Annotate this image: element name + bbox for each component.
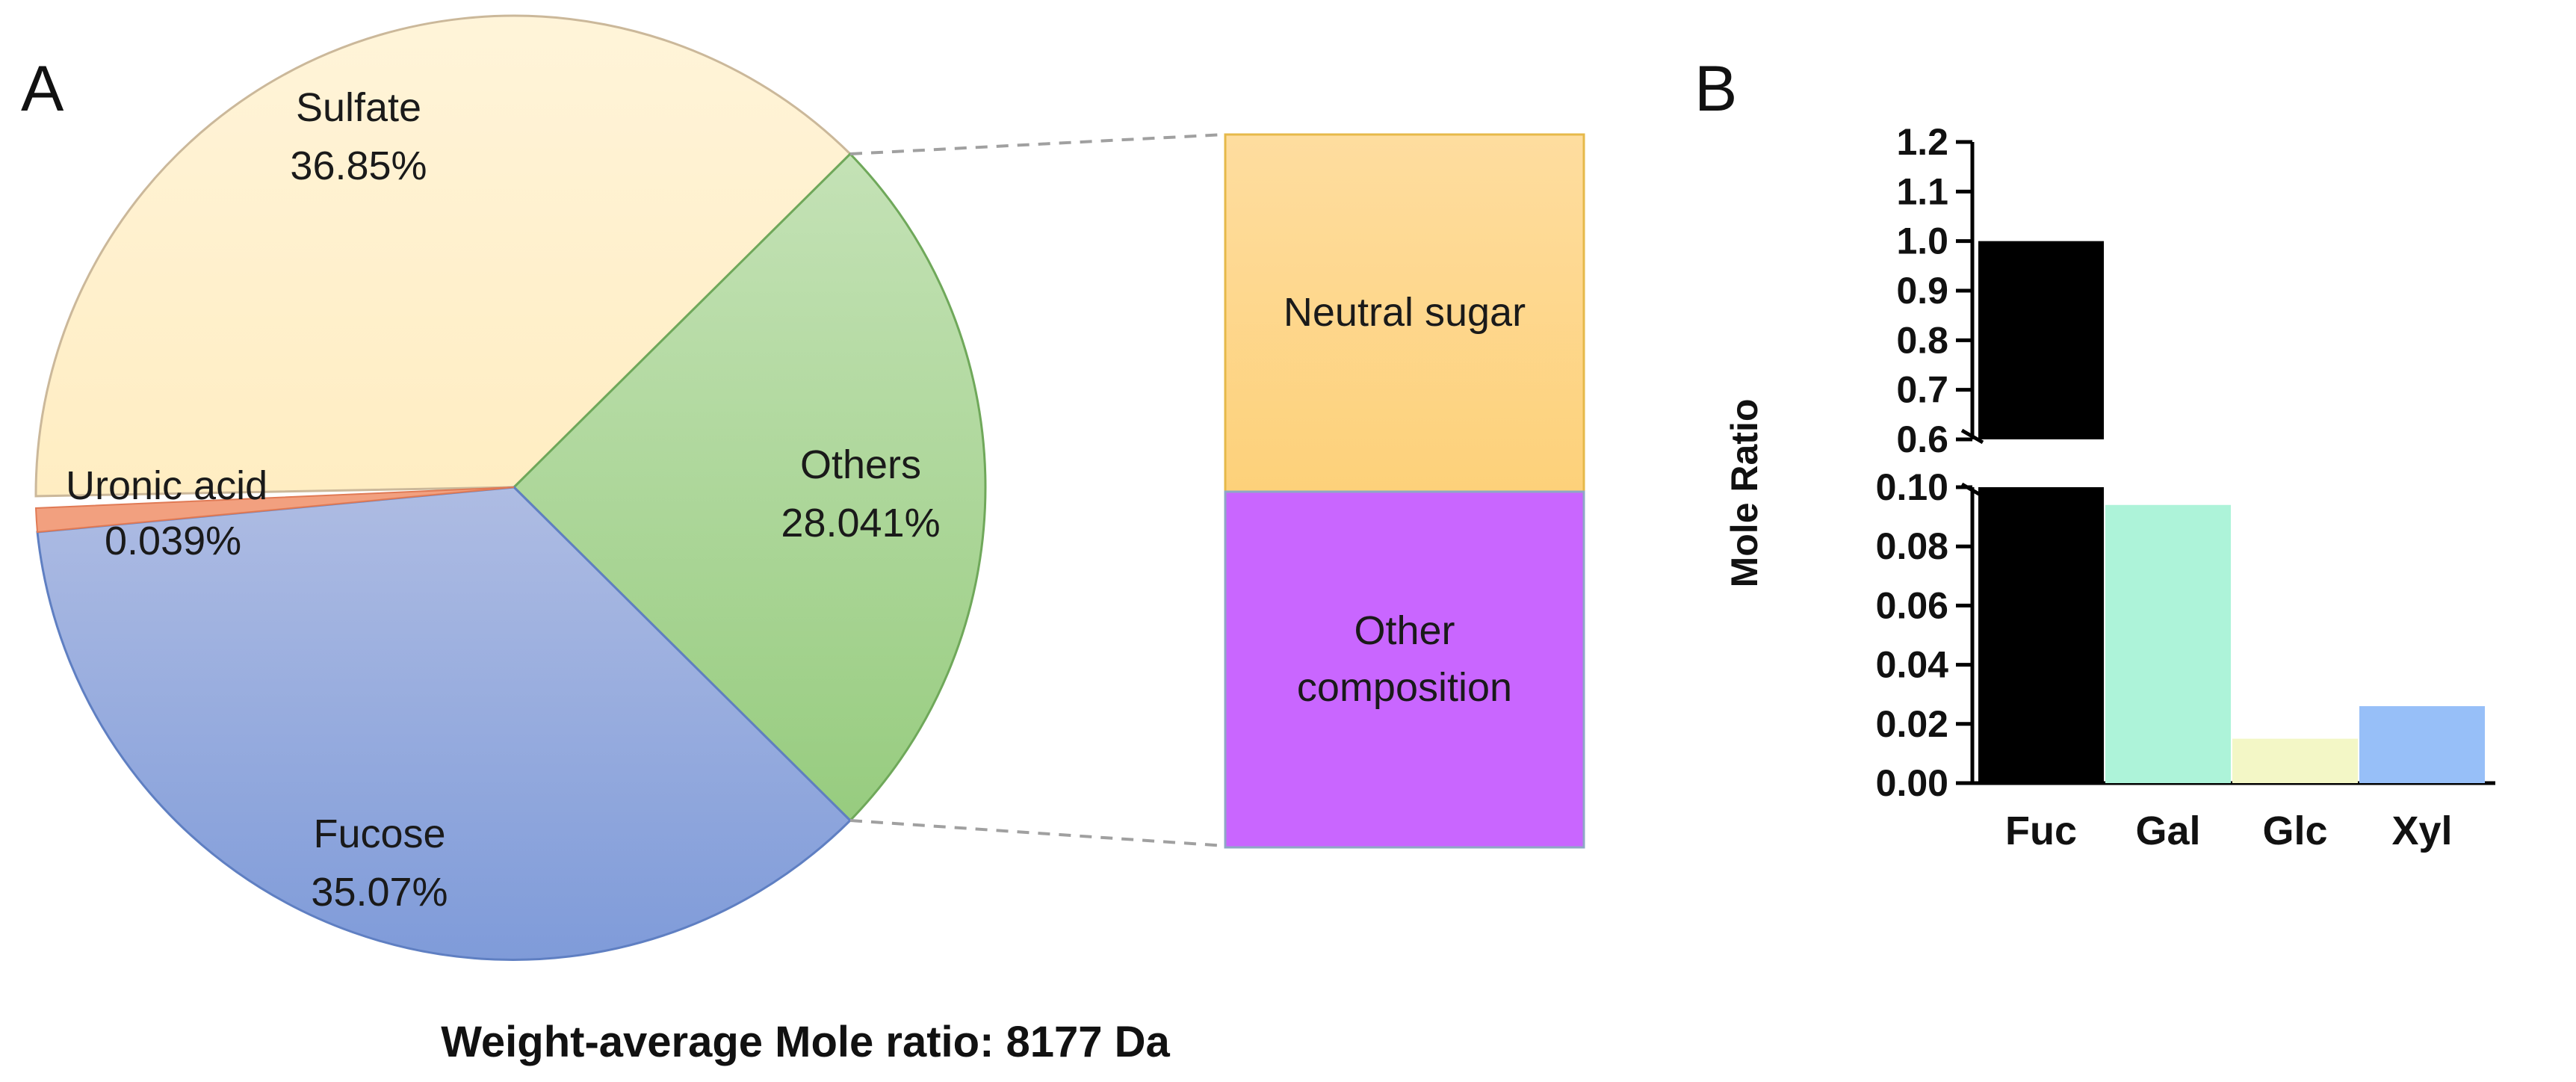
- bar-marks: [1978, 241, 2485, 783]
- y-tick-label-lower-1: 0.02: [1876, 703, 1948, 745]
- axis-break-mark-upper: [1960, 428, 1984, 445]
- other-composition-label-2: composition: [1297, 665, 1512, 710]
- y-tick-label-lower-3: 0.06: [1876, 584, 1948, 626]
- connector-line-bottom: [849, 819, 1226, 847]
- y-tick-label-upper-2: 0.8: [1896, 319, 1948, 361]
- x-category-glc: Glc: [2262, 809, 2327, 853]
- pie-chart: [34, 14, 987, 961]
- uronic-acid-label: Uronic acid: [66, 463, 267, 508]
- panel-b-label: B: [1694, 53, 1737, 125]
- other-composition-label-1: Other: [1354, 608, 1455, 653]
- y-tick-label-upper-4: 1.0: [1896, 220, 1948, 262]
- pie-slice-sulfate: [34, 14, 852, 498]
- bar-gal: [2105, 504, 2231, 783]
- bar-categories: Fuc Gal Glc Xyl: [2005, 809, 2453, 853]
- connector-line-top: [849, 133, 1226, 155]
- sulfate-label: Sulfate: [296, 85, 421, 130]
- y-tick-label-lower-4: 0.08: [1876, 525, 1948, 567]
- y-tick-label-lower-5: 0.10: [1876, 466, 1948, 508]
- others-percent: 28.041%: [781, 501, 940, 545]
- pie-slice-others: [512, 152, 987, 823]
- y-tick-label-upper-3: 0.9: [1896, 270, 1948, 312]
- fucose-label: Fucose: [313, 812, 445, 856]
- y-tick-label-upper-0: 0.6: [1896, 418, 1948, 460]
- y-axis-label: Mole Ratio: [1724, 399, 1765, 588]
- y-tick-label-lower-2: 0.04: [1876, 644, 1949, 686]
- bar-glc: [2232, 738, 2358, 783]
- uronic-acid-percent: 0.039%: [105, 519, 241, 563]
- others-label: Others: [800, 442, 921, 487]
- bar-xyl: [2359, 706, 2485, 783]
- caption: Weight-average Mole ratio: 8177 Da: [441, 1018, 1170, 1066]
- x-category-gal: Gal: [2135, 809, 2200, 853]
- bar-chart: Mole Ratio 0.6 0.7 0.8 0.9 1.0 1.1 1.2 0.00 0.02…: [1724, 121, 2495, 853]
- fucose-percent: 35.07%: [311, 870, 448, 915]
- bar-fuc-lower: [1978, 487, 2104, 783]
- x-category-fuc: Fuc: [2005, 809, 2077, 853]
- y-tick-label-upper-6: 1.2: [1896, 121, 1948, 163]
- y-tick-label-lower-0: 0.00: [1876, 762, 1948, 804]
- y-tick-label-upper-5: 1.1: [1896, 170, 1948, 212]
- neutral-sugar-label: Neutral sugar: [1284, 290, 1526, 335]
- pie-slice-uronic-acid: [34, 486, 515, 534]
- bar-fuc-upper: [1978, 241, 2104, 439]
- composition-box: Neutral sugar Other composition: [1224, 133, 1585, 849]
- x-category-xyl: Xyl: [2391, 809, 2452, 853]
- y-tick-label-upper-1: 0.7: [1896, 369, 1948, 411]
- panel-a-label: A: [21, 53, 64, 125]
- pie-slice-fucose: [36, 486, 852, 961]
- sulfate-percent: 36.85%: [290, 143, 427, 188]
- neutral-sugar-block: [1224, 133, 1585, 493]
- other-composition-block: [1224, 490, 1585, 849]
- bar-ticks: 0.6 0.7 0.8 0.9 1.0 1.1 1.2 0.00 0.02 0.04 0.06 0.0…: [1876, 121, 1972, 804]
